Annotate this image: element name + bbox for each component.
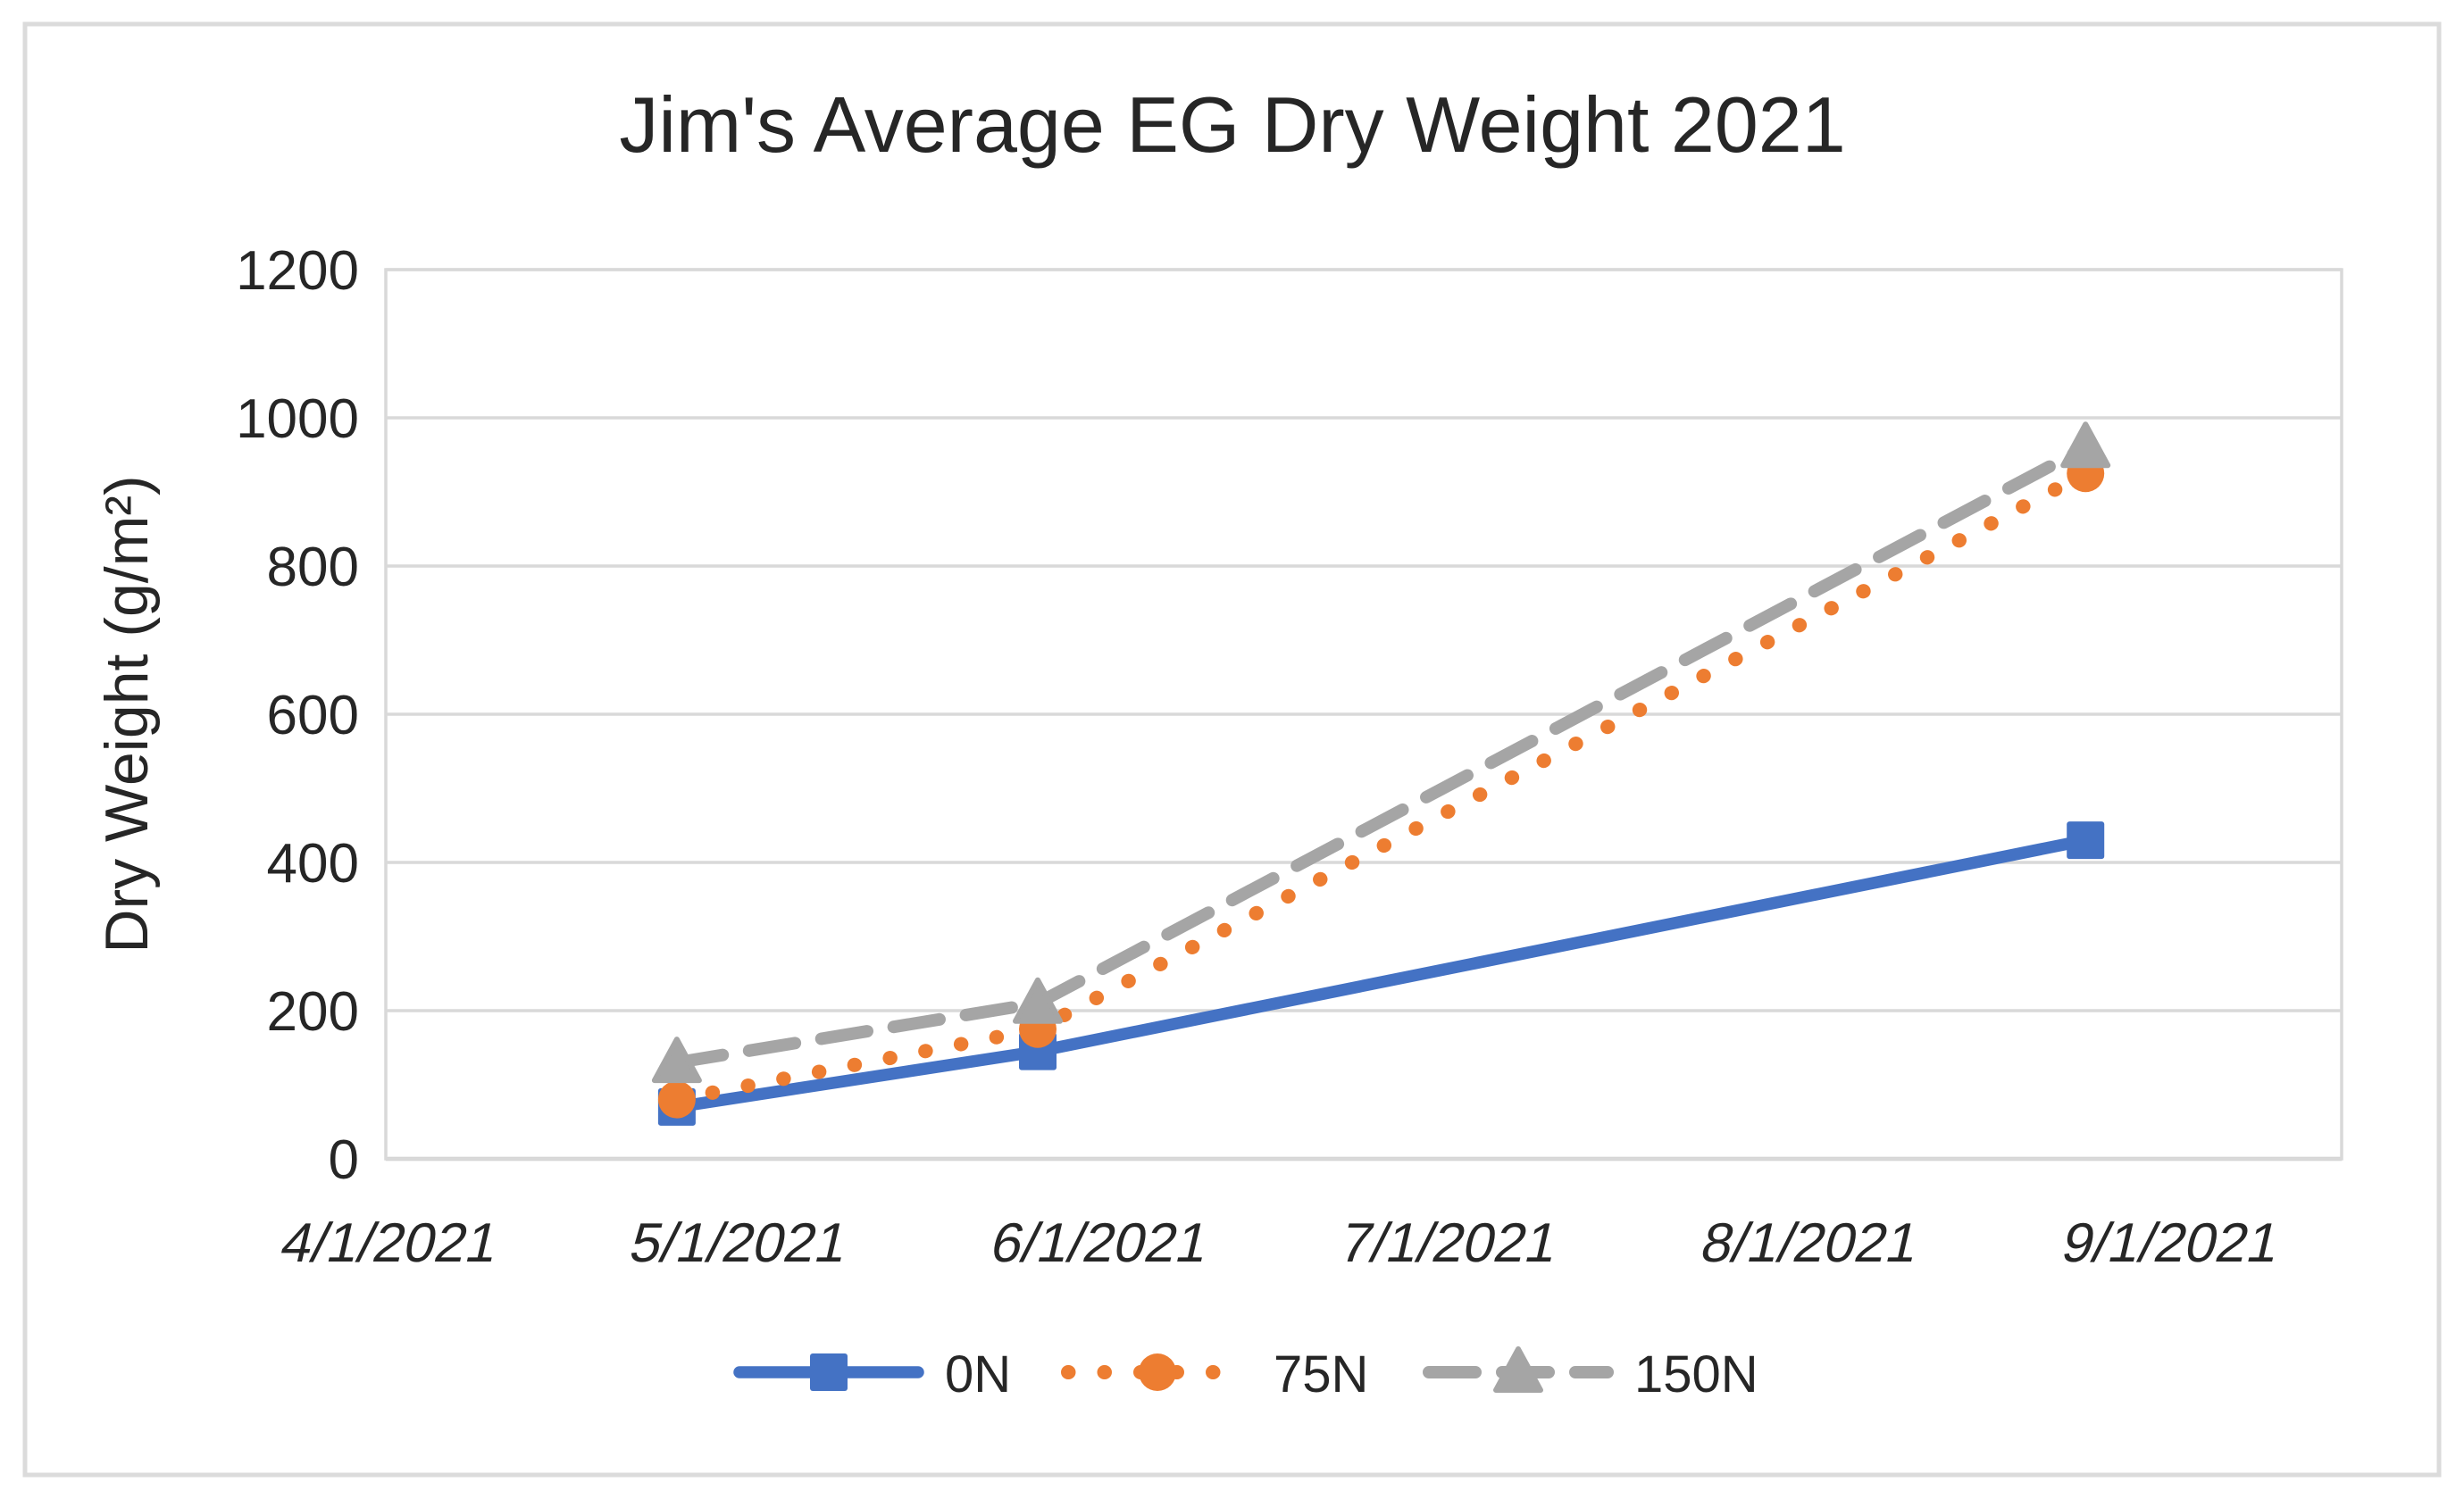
y-tick-label-200: 200 [267, 981, 359, 1043]
legend-label-0N: 0N [945, 1345, 1011, 1403]
y-axis-title: Dry Weight (g/m²) [93, 475, 161, 953]
plot-series [651, 421, 2111, 1126]
legend-swatch-marker-150N [1493, 1346, 1543, 1393]
y-tick-label-400: 400 [267, 833, 359, 895]
y-tick-label-1000: 1000 [236, 388, 359, 450]
y-tick-label-800: 800 [267, 537, 359, 598]
marker-150N-0 [651, 1037, 702, 1084]
legend-label-150N: 150N [1634, 1345, 1758, 1403]
x-tick-label-9/1/2021: 9/1/2021 [2057, 1212, 2286, 1274]
chart-title: Jim's Average EG Dry Weight 2021 [619, 80, 1845, 169]
x-tick-label-8/1/2021: 8/1/2021 [1696, 1212, 1925, 1274]
x-tick-label-6/1/2021: 6/1/2021 [985, 1212, 1215, 1274]
x-tick-label-7/1/2021: 7/1/2021 [1334, 1212, 1564, 1274]
y-tick-labels: 0 200 400 600 800 1000 1200 [236, 240, 359, 1191]
y-tick-label-600: 600 [267, 685, 359, 746]
legend-item-75N: 75N [1061, 1345, 1368, 1403]
x-tick-labels: 4/1/2021 5/1/2021 6/1/2021 7/1/2021 8/1/2021… [275, 1212, 2286, 1274]
marker-150N-2 [2060, 421, 2111, 469]
marker-0N-2 [2067, 821, 2105, 860]
legend-swatch-marker-0N [810, 1353, 848, 1391]
x-tick-label-5/1/2021: 5/1/2021 [624, 1212, 854, 1274]
y-tick-label-0: 0 [329, 1129, 359, 1191]
chart-border [22, 21, 2442, 1478]
gridlines [384, 268, 2343, 1162]
legend-label-75N: 75N [1274, 1345, 1368, 1403]
plot-area-border [384, 268, 2343, 1161]
x-tick-label-4/1/2021: 4/1/2021 [275, 1212, 505, 1274]
y-tick-label-1200: 1200 [236, 240, 359, 302]
marker-150N-1 [1013, 977, 1063, 1024]
legend-swatch-marker-75N [1139, 1353, 1176, 1391]
legend-item-0N: 0N [733, 1345, 1011, 1403]
legend-item-150N: 150N [1423, 1345, 1758, 1403]
series-150N [651, 421, 2111, 1084]
legend: 0N 75N 150N [733, 1345, 1758, 1403]
marker-75N-0 [657, 1080, 696, 1119]
